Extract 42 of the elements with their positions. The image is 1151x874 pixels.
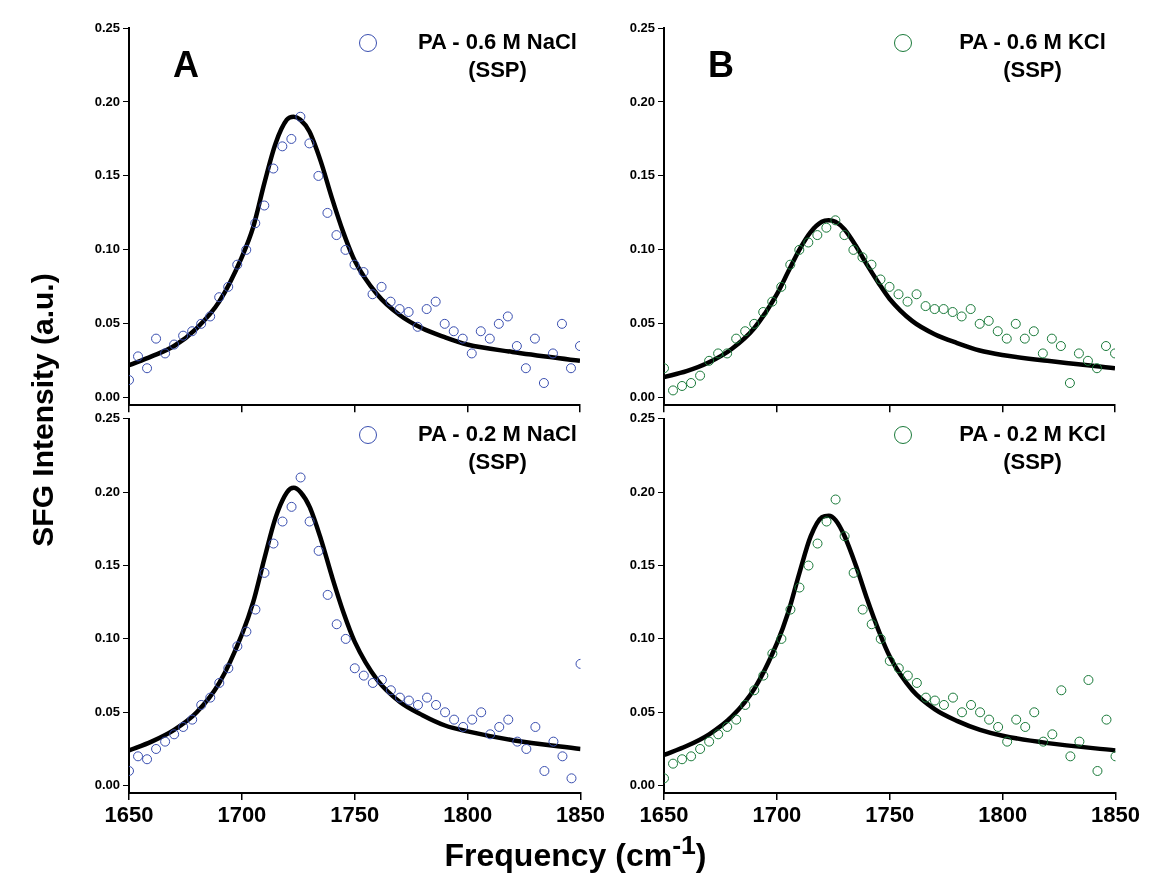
y-axis-title: SFG Intensity (a.u.) <box>26 272 60 549</box>
x-tick-label: 1700 <box>217 802 267 828</box>
legend-label: PA - 0.6 M KCl (SSP) <box>958 28 1107 84</box>
legend-label: PA - 0.6 M NaCl (SSP) <box>417 28 578 84</box>
y-tick-label: 0.15 <box>629 557 655 573</box>
y-tick-label: 0.25 <box>94 410 120 426</box>
y-tick-label: 0.20 <box>94 483 120 499</box>
y-tick-label: 0.20 <box>94 93 120 109</box>
x-tick-label: 1800 <box>443 802 493 828</box>
y-tick-label: 0.25 <box>94 19 120 35</box>
y-tick-label: 0.15 <box>94 167 120 183</box>
annotation: B <box>708 44 734 86</box>
y-tick-label: 0.10 <box>629 630 655 646</box>
x-tick-label: 1750 <box>330 802 380 828</box>
y-tick-label: 0.05 <box>94 315 120 331</box>
y-tick-label: 0.00 <box>94 777 120 793</box>
y-tick-label: 0.15 <box>94 557 120 573</box>
x-tick-label: 1850 <box>1091 802 1141 828</box>
x-tick-label: 1650 <box>639 802 689 828</box>
annotation: A <box>173 44 199 86</box>
x-tick-label: 1800 <box>978 802 1028 828</box>
x-tick-label: 1850 <box>556 802 606 828</box>
y-tick-label: 0.05 <box>629 703 655 719</box>
x-tick-label: 1700 <box>752 802 802 828</box>
y-tick-label: 0.20 <box>629 93 655 109</box>
y-tick-label: 0.25 <box>629 410 655 426</box>
y-tick-label: 0.00 <box>629 389 655 405</box>
y-tick-label: 0.10 <box>94 630 120 646</box>
x-tick-label: 1750 <box>865 802 915 828</box>
y-tick-label: 0.05 <box>629 315 655 331</box>
y-tick-label: 0.05 <box>94 703 120 719</box>
y-tick-label: 0.00 <box>94 389 120 405</box>
y-tick-label: 0.00 <box>629 777 655 793</box>
y-tick-label: 0.10 <box>629 241 655 257</box>
legend-label: PA - 0.2 M NaCl (SSP) <box>417 420 578 476</box>
x-axis-title: Frequency (cm$^{-1}$) <box>443 830 708 874</box>
y-tick-label: 0.20 <box>629 483 655 499</box>
y-tick-label: 0.15 <box>629 167 655 183</box>
y-tick-label: 0.25 <box>629 19 655 35</box>
legend-label: PA - 0.2 M KCl (SSP) <box>958 420 1107 476</box>
y-tick-label: 0.10 <box>94 241 120 257</box>
x-tick-label: 1650 <box>104 802 154 828</box>
